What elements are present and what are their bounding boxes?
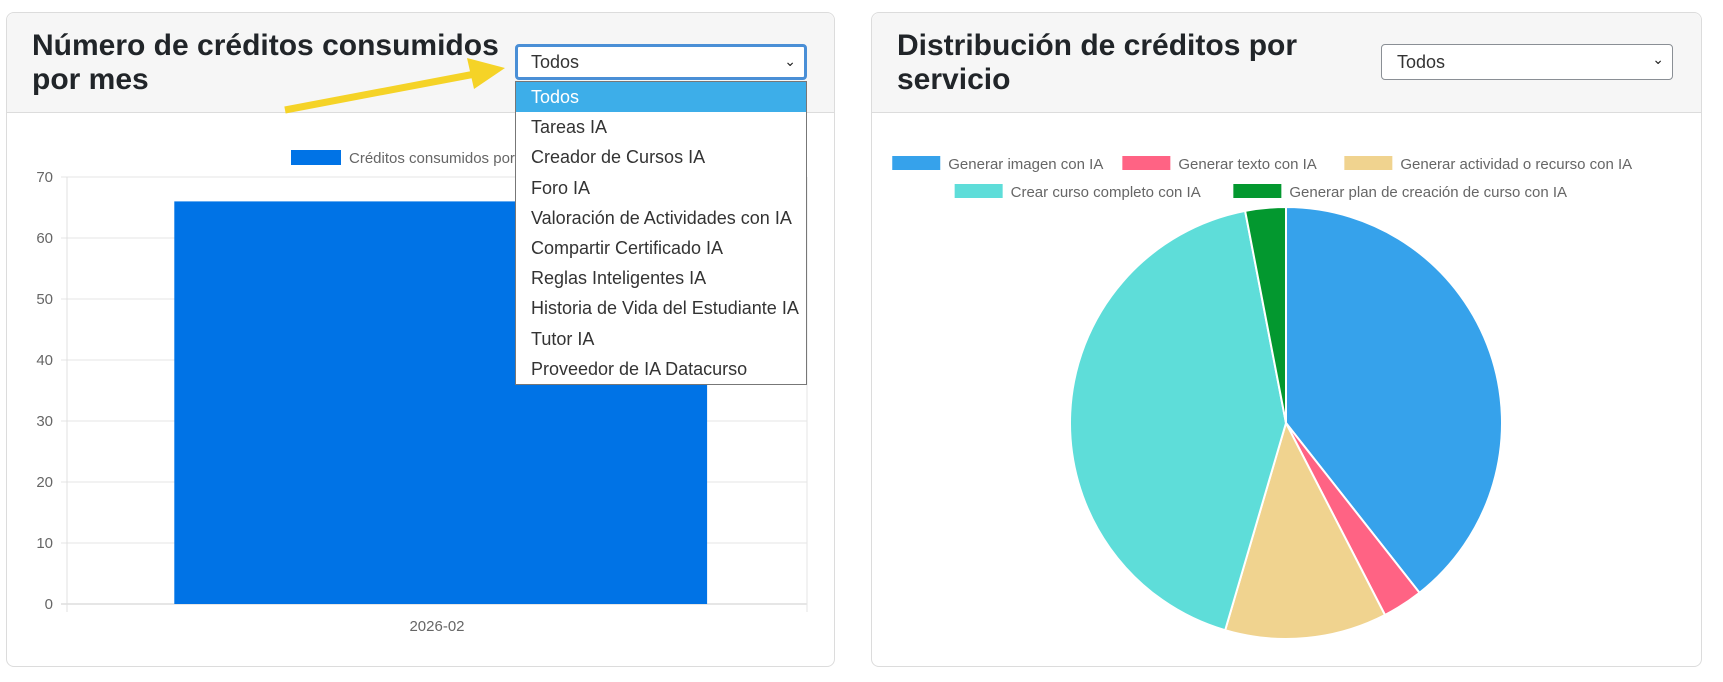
legend-swatch: [1122, 156, 1171, 170]
legend-label: Generar plan de creación de curso con IA: [1289, 184, 1567, 201]
legend-label: Créditos consumidos por: [349, 150, 515, 167]
legend-swatch: [1233, 184, 1282, 198]
y-tick-label: 70: [36, 169, 53, 186]
pie-chart: Generar imagen con IA Generar texto con I…: [892, 156, 1632, 640]
chevron-down-icon: ⌄: [784, 53, 796, 69]
credits-by-service-card: Distribución de créditos por servicio To…: [871, 12, 1702, 667]
select-value: Todos: [531, 52, 580, 72]
legend-swatch: [291, 150, 341, 165]
pie-slice: [1243, 205, 1287, 424]
dropdown-option[interactable]: Valoración de Actividades con IA: [531, 207, 792, 228]
card-title: Distribución de créditos por servicio: [897, 29, 1298, 96]
y-tick-label: 30: [36, 413, 53, 430]
y-tick-label: 50: [36, 291, 53, 308]
dropdown-option[interactable]: Compartir Certificado IA: [531, 237, 724, 258]
legend-swatch: [954, 184, 1003, 198]
y-tick-label: 20: [36, 474, 53, 491]
dropdown-option[interactable]: Reglas Inteligentes IA: [531, 268, 707, 289]
pie-slice: [1069, 209, 1288, 632]
pie-slice: [1285, 205, 1503, 595]
dropdown-option[interactable]: Proveedor de IA Datacurso: [531, 358, 748, 379]
y-tick-label: 40: [36, 352, 53, 369]
service-filter-select[interactable]: Todos ⌄: [515, 44, 807, 80]
legend-label: Generar actividad o recurso con IA: [1400, 156, 1632, 173]
service-filter-select[interactable]: Todos ⌄: [1381, 44, 1673, 80]
y-tick-label: 0: [45, 596, 53, 613]
legend-label: Generar imagen con IA: [948, 156, 1103, 173]
legend-label: Generar texto con IA: [1178, 156, 1316, 173]
pie-slice: [1223, 420, 1387, 640]
dropdown-option[interactable]: Tutor IA: [531, 328, 595, 349]
select-value: Todos: [1397, 52, 1446, 72]
service-dropdown-list[interactable]: Todos Tareas IA Creador de Cursos IA Foro I…: [515, 81, 807, 385]
legend-swatch: [892, 156, 941, 170]
dropdown-option[interactable]: Todos: [516, 82, 806, 113]
dropdown-option[interactable]: Tareas IA: [531, 117, 608, 138]
legend-label: Crear curso completo con IA: [1011, 184, 1201, 201]
bar-chart: 0 10 20 30 40 50 60 70 2026-02 Créditos consumido…: [36, 150, 808, 635]
chevron-down-icon: ⌄: [1652, 51, 1664, 67]
y-tick-label: 60: [36, 230, 53, 247]
card-title: Número de créditos consumidos por mes: [32, 29, 499, 96]
dropdown-option[interactable]: Historia de Vida del Estudiante IA: [531, 298, 799, 319]
x-tick-label: 2026-02: [409, 618, 464, 635]
legend-swatch: [1344, 156, 1393, 170]
y-tick-label: 10: [36, 535, 53, 552]
dropdown-option[interactable]: Foro IA: [531, 177, 591, 198]
dropdown-option[interactable]: Creador de Cursos IA: [531, 147, 706, 168]
